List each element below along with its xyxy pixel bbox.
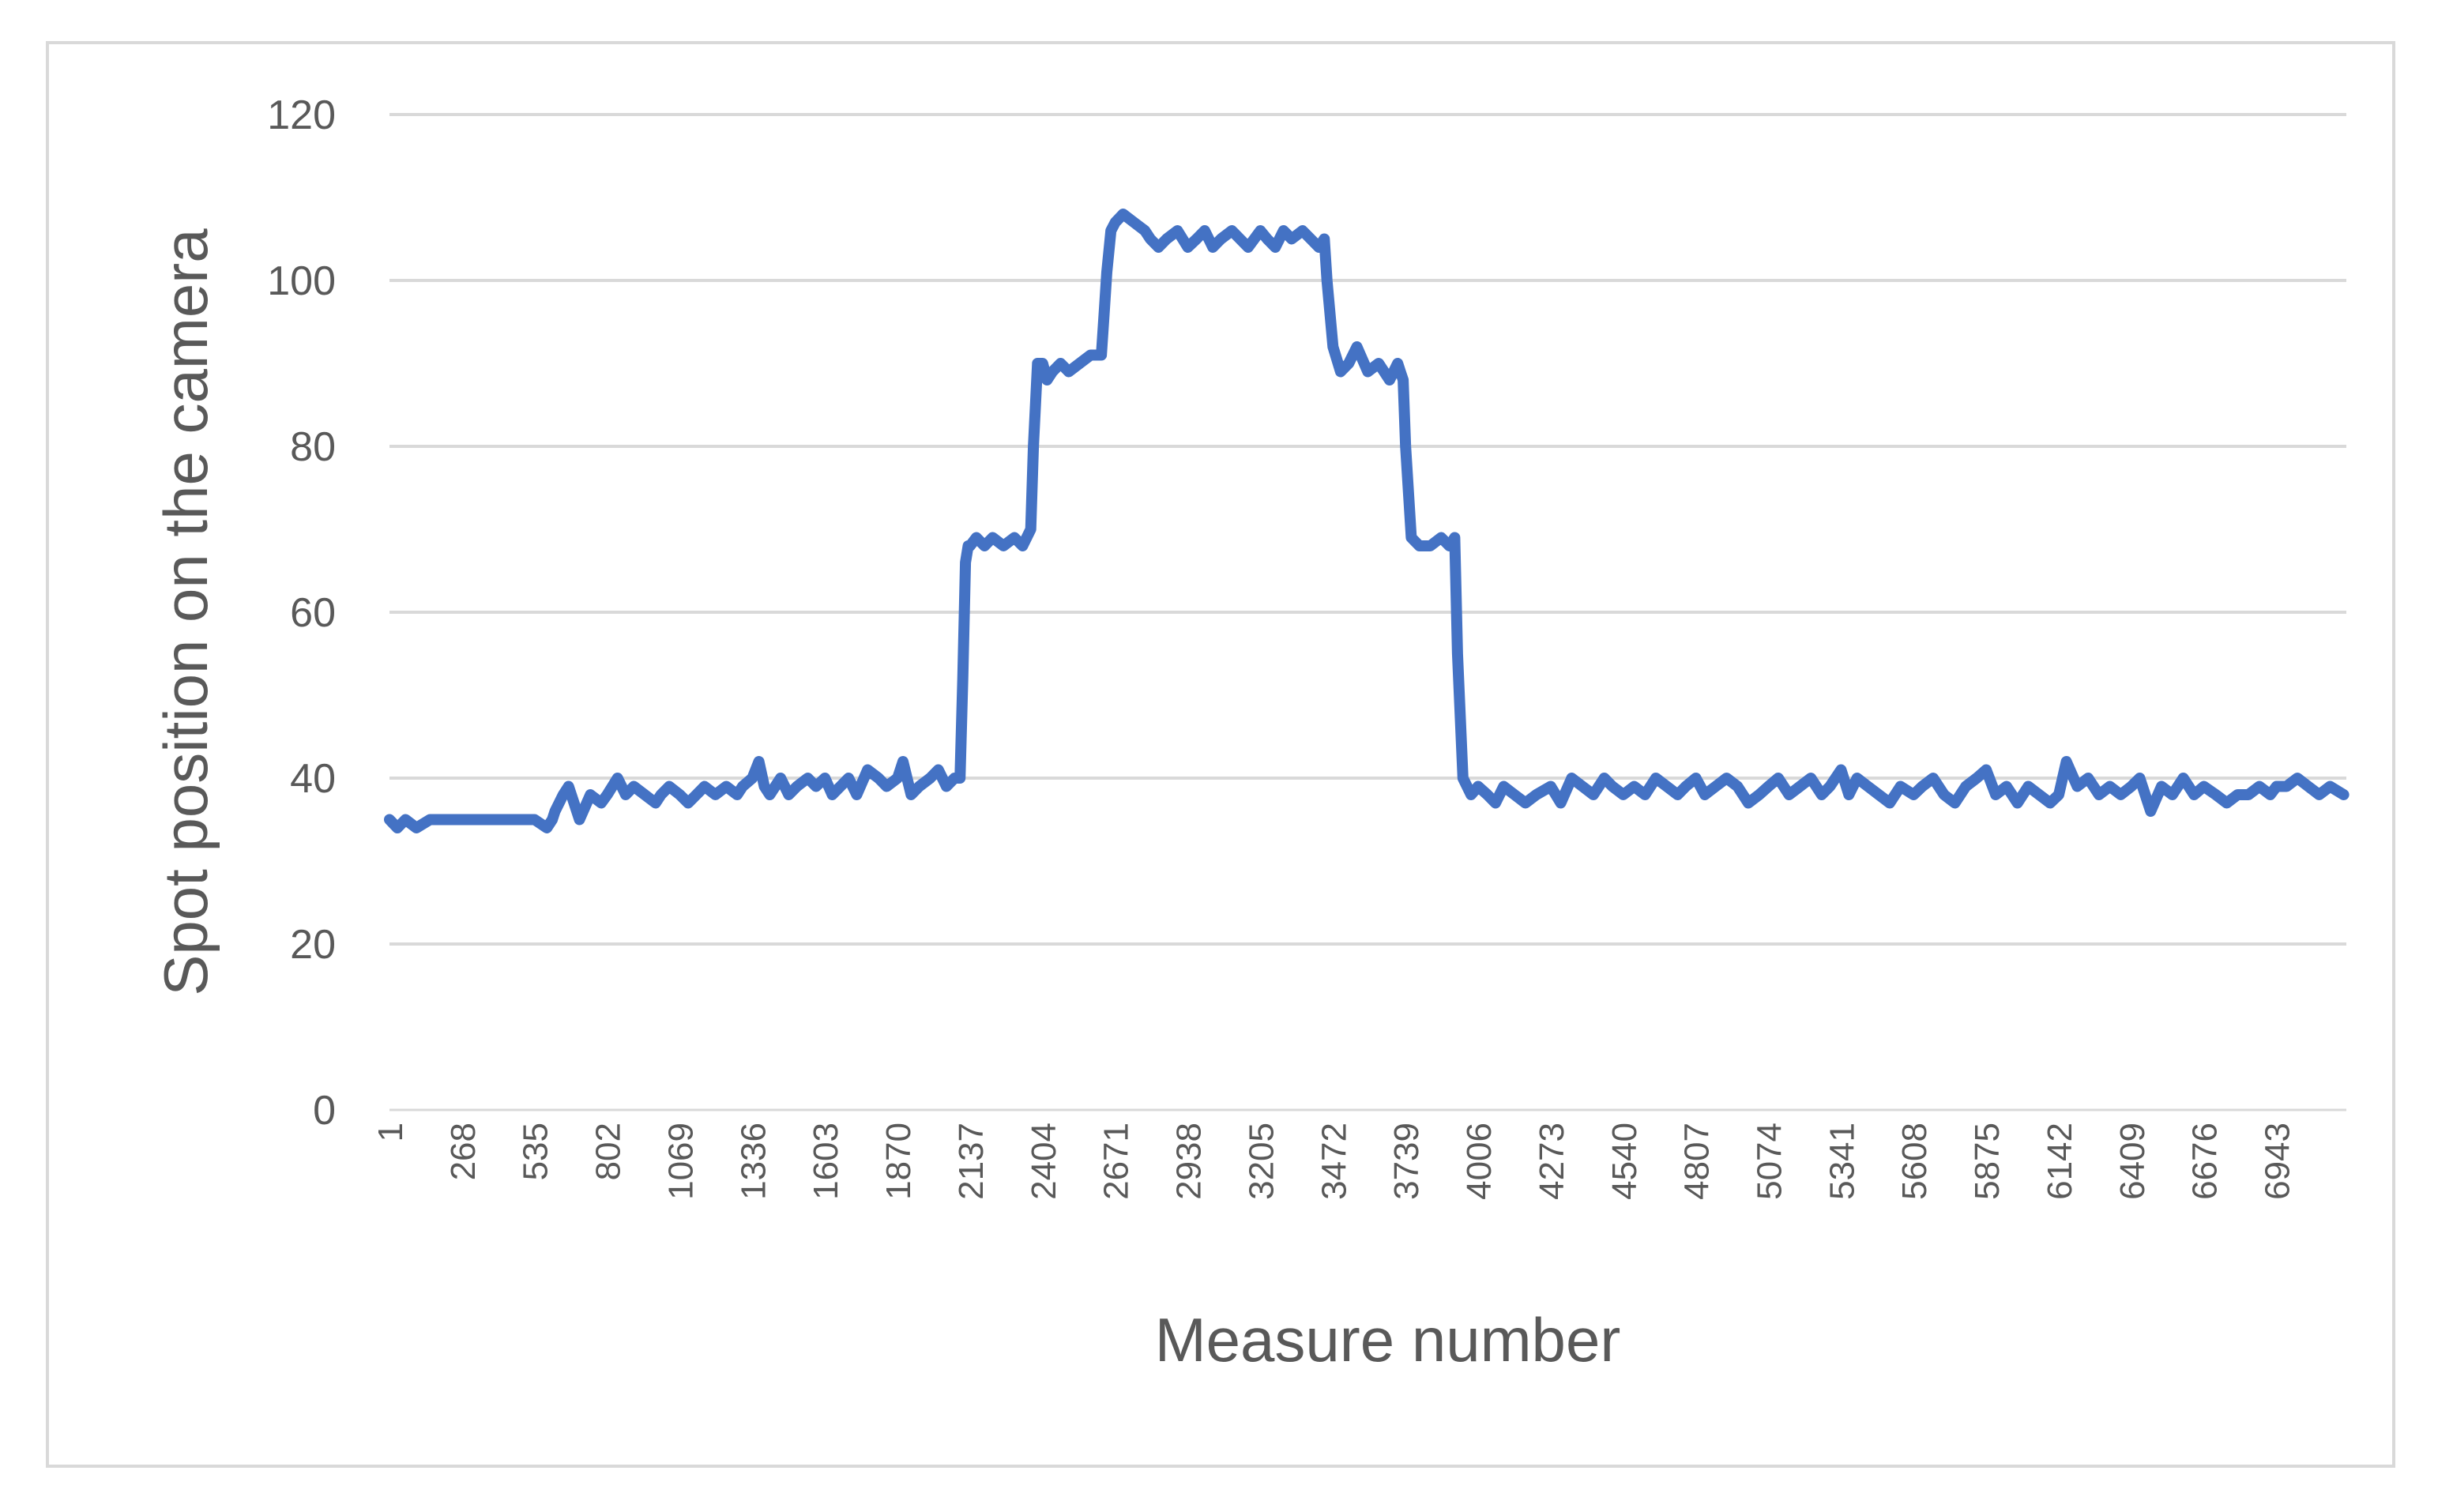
x-tick-label: 4273 xyxy=(1533,1123,1571,1200)
x-tick-label: 1336 xyxy=(734,1123,773,1200)
x-tick-label: 5608 xyxy=(1895,1123,1934,1200)
y-axis-title: Spot position on the camera xyxy=(151,228,220,996)
x-tick-label: 3205 xyxy=(1242,1123,1281,1200)
y-tick-label: 120 xyxy=(267,92,336,138)
x-tick-label: 2404 xyxy=(1025,1123,1063,1200)
x-tick-label: 6142 xyxy=(2041,1123,2079,1200)
x-tick-label: 802 xyxy=(589,1123,628,1180)
gridlines xyxy=(389,113,2346,946)
x-tick-label: 1069 xyxy=(661,1123,700,1200)
x-tick-label: 4807 xyxy=(1678,1123,1717,1200)
x-tick-label: 4006 xyxy=(1460,1123,1499,1200)
x-tick-label: 5341 xyxy=(1823,1123,1861,1200)
x-tick-label: 6409 xyxy=(2113,1123,2152,1200)
y-tick-label: 0 xyxy=(313,1088,336,1134)
series-line xyxy=(384,209,2350,833)
y-axis-ticks: 0 20 40 60 80 100 120 xyxy=(267,92,336,1134)
x-tick-label: 2938 xyxy=(1170,1123,1209,1200)
x-tick-label: 1 xyxy=(371,1123,410,1142)
y-tick-label: 80 xyxy=(290,424,336,470)
x-tick-label: 3472 xyxy=(1315,1123,1353,1200)
y-tick-label: 20 xyxy=(290,922,336,968)
x-tick-label: 2137 xyxy=(952,1123,991,1200)
x-tick-label: 268 xyxy=(444,1123,483,1180)
x-axis-title: Measure number xyxy=(1155,1305,1621,1375)
x-tick-label: 5875 xyxy=(1968,1123,2007,1200)
x-tick-label: 4540 xyxy=(1605,1123,1644,1200)
x-tick-label: 2671 xyxy=(1097,1123,1136,1200)
y-tick-label: 60 xyxy=(290,590,336,636)
x-axis-ticks: 1 268 535 802 1069 1336 1603 1870 2137 2404 2671 29… xyxy=(371,1123,2297,1200)
x-tick-label: 5074 xyxy=(1750,1123,1789,1200)
x-tick-label: 535 xyxy=(517,1123,555,1180)
x-tick-label: 6676 xyxy=(2186,1123,2225,1200)
x-tick-label: 6943 xyxy=(2259,1123,2297,1200)
x-tick-label: 3739 xyxy=(1387,1123,1426,1200)
x-tick-label: 1603 xyxy=(807,1123,845,1200)
y-tick-label: 40 xyxy=(290,756,336,802)
x-tick-label: 1870 xyxy=(879,1123,918,1200)
y-tick-label: 100 xyxy=(267,258,336,304)
